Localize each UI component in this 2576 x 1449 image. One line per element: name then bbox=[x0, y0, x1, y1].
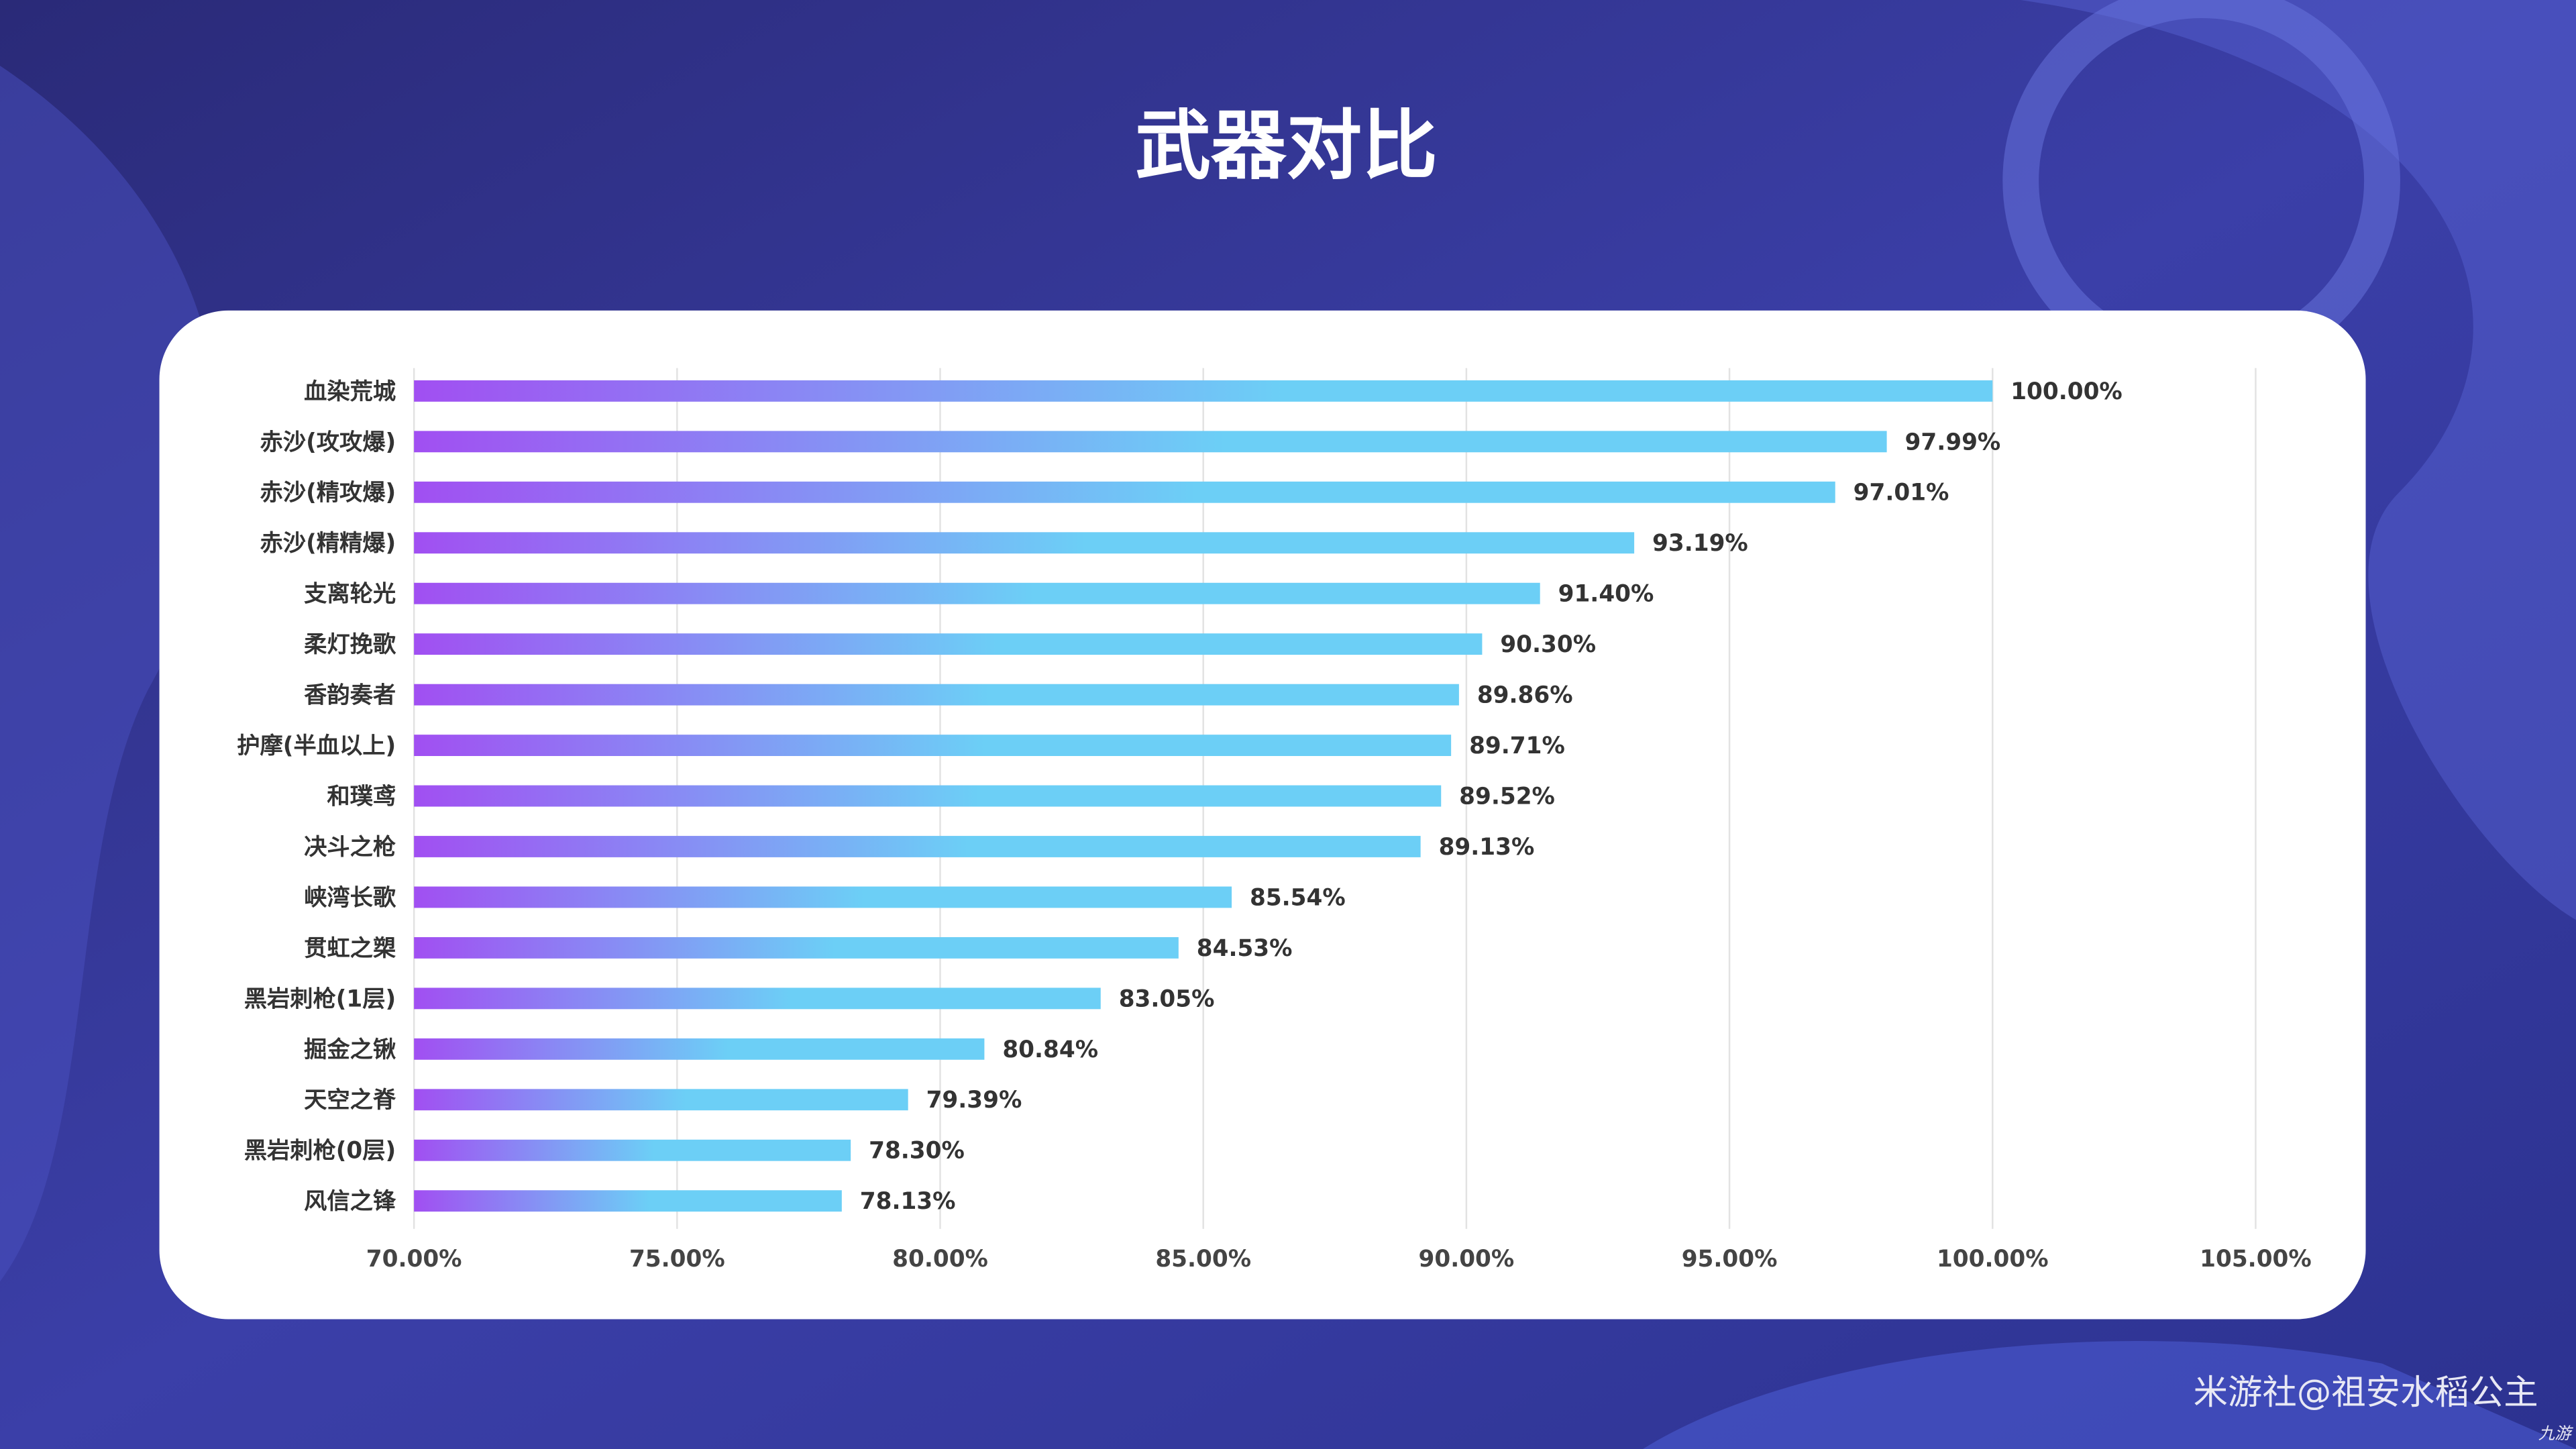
x-tick-label: 80.00% bbox=[892, 1246, 988, 1273]
value-label: 79.39% bbox=[926, 1087, 1022, 1114]
plot: 70.00% 75.00% 80.00% 85.00% 90.00% 95.00% 100.… bbox=[237, 368, 2312, 1273]
x-tick-label: 75.00% bbox=[629, 1246, 725, 1273]
bar bbox=[414, 836, 1421, 857]
y-tick-label: 风信之锋 bbox=[304, 1188, 396, 1215]
bar bbox=[414, 431, 1887, 453]
bar bbox=[414, 886, 1232, 908]
y-tick-label: 和璞鸢 bbox=[327, 783, 396, 810]
y-tick-label: 赤沙(精精爆) bbox=[260, 530, 396, 557]
y-tick-label: 黑岩刺枪(0层) bbox=[244, 1138, 396, 1165]
value-label: 90.30% bbox=[1500, 631, 1596, 658]
chart-title: 武器对比 bbox=[1135, 101, 1438, 190]
y-tick-label: 峡湾长歌 bbox=[304, 884, 396, 911]
y-tick-label: 天空之脊 bbox=[304, 1087, 396, 1114]
value-label: 97.99% bbox=[1905, 429, 2001, 455]
bar bbox=[414, 1190, 842, 1212]
bar bbox=[414, 1038, 985, 1060]
value-label: 100.00% bbox=[2010, 378, 2123, 405]
bg-shape bbox=[1642, 1341, 2576, 1449]
value-label: 89.86% bbox=[1477, 682, 1573, 709]
x-tick-label: 85.00% bbox=[1155, 1246, 1251, 1273]
value-label: 80.84% bbox=[1002, 1036, 1098, 1063]
value-label: 89.52% bbox=[1459, 783, 1555, 810]
value-label: 83.05% bbox=[1119, 985, 1215, 1012]
x-tick-label: 70.00% bbox=[366, 1246, 462, 1273]
y-tick-label: 护摩(半血以上) bbox=[237, 733, 396, 759]
bar bbox=[414, 684, 1459, 706]
value-label: 97.01% bbox=[1854, 480, 1949, 506]
bar bbox=[414, 380, 1993, 402]
watermark: 米游社@祖安水稻公主 bbox=[2194, 1373, 2538, 1413]
chart-card bbox=[159, 310, 2366, 1320]
value-label: 89.13% bbox=[1439, 834, 1535, 861]
value-label: 78.13% bbox=[860, 1188, 956, 1215]
bar bbox=[414, 1089, 908, 1111]
bar bbox=[414, 735, 1452, 756]
y-tick-label: 掘金之锹 bbox=[304, 1036, 396, 1063]
y-tick-label: 赤沙(精攻爆) bbox=[260, 480, 396, 506]
bar bbox=[414, 532, 1635, 554]
y-tick-label: 香韵奏者 bbox=[304, 682, 396, 709]
bar bbox=[414, 785, 1442, 807]
y-tick-label: 赤沙(攻攻爆) bbox=[260, 429, 396, 455]
bar bbox=[414, 936, 1179, 959]
value-label: 78.30% bbox=[869, 1138, 965, 1165]
x-tick-label: 100.00% bbox=[1937, 1246, 2049, 1273]
bar bbox=[414, 987, 1101, 1010]
x-tick-label: 90.00% bbox=[1419, 1246, 1515, 1273]
value-label: 89.71% bbox=[1469, 733, 1565, 759]
y-tick-label: 决斗之枪 bbox=[304, 834, 396, 861]
bg-shape bbox=[2021, 0, 2576, 920]
logo: 九游 bbox=[2538, 1424, 2573, 1443]
value-label: 93.19% bbox=[1652, 530, 1748, 557]
bar bbox=[414, 582, 1540, 604]
y-tick-label: 黑岩刺枪(1层) bbox=[244, 985, 396, 1012]
x-tick-label: 105.00% bbox=[2200, 1246, 2312, 1273]
value-label: 91.40% bbox=[1558, 581, 1654, 608]
bar bbox=[414, 481, 1835, 503]
value-label: 84.53% bbox=[1197, 935, 1293, 962]
value-label: 85.54% bbox=[1250, 884, 1346, 911]
y-tick-label: 支离轮光 bbox=[304, 581, 396, 608]
y-tick-label: 柔灯挽歌 bbox=[304, 631, 396, 658]
y-tick-label: 血染荒城 bbox=[304, 378, 396, 405]
bar bbox=[414, 633, 1483, 655]
y-tick-label: 贯虹之槊 bbox=[304, 935, 396, 962]
bar bbox=[414, 1139, 851, 1161]
x-tick-label: 95.00% bbox=[1682, 1246, 1778, 1273]
